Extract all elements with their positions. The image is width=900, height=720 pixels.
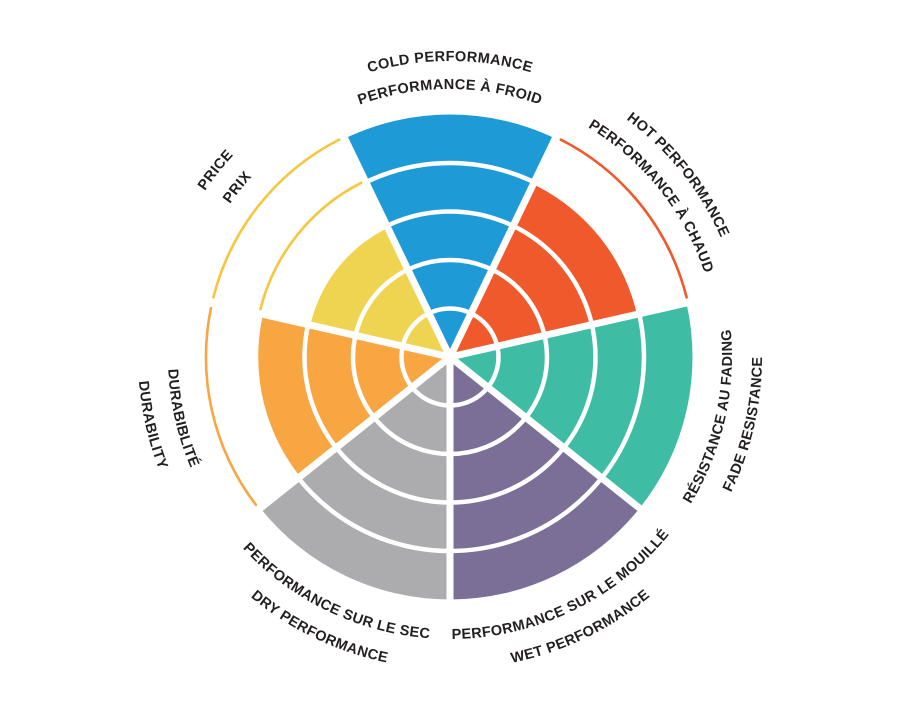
wedge-fade-resistance	[450, 303, 693, 509]
sector-gap-line-6	[207, 298, 451, 361]
wedge-dry-performance	[260, 357, 450, 600]
label-cold-performance-en: COLD PERFORMANCE	[366, 49, 535, 76]
label-durability-fr: DURABIBLITÉ	[164, 368, 203, 469]
label-text-cold-performance-fr: PERFORMANCE À FROID	[356, 77, 544, 108]
sector-gap-line-1	[446, 132, 561, 359]
label-durability-en: DURABILITY	[135, 380, 171, 471]
label-text-cold-performance-en: COLD PERFORMANCE	[366, 49, 534, 76]
wedge-wet-performance	[450, 357, 640, 600]
label-text-durability-en: DURABILITY	[135, 380, 170, 471]
wedge-cold-performance	[344, 114, 556, 357]
sector-gap-line-5	[253, 354, 453, 515]
max-ring-arc-price-4	[259, 181, 363, 311]
max-ring-arc-durability-5	[204, 306, 258, 507]
sector-gap-line-0	[339, 132, 454, 359]
sector-gap-line-2	[449, 298, 693, 361]
label-price-fr: PRIX	[220, 169, 255, 207]
sector-gap-line-3	[447, 354, 647, 515]
label-cold-performance-fr: PERFORMANCE À FROID	[356, 77, 544, 108]
label-text-durability-fr: DURABIBLITÉ	[164, 368, 202, 469]
max-ring-arc-hot-performance-5	[559, 138, 688, 299]
label-text-price-fr: PRIX	[220, 169, 254, 207]
max-ring-arc-price-5	[212, 138, 341, 299]
